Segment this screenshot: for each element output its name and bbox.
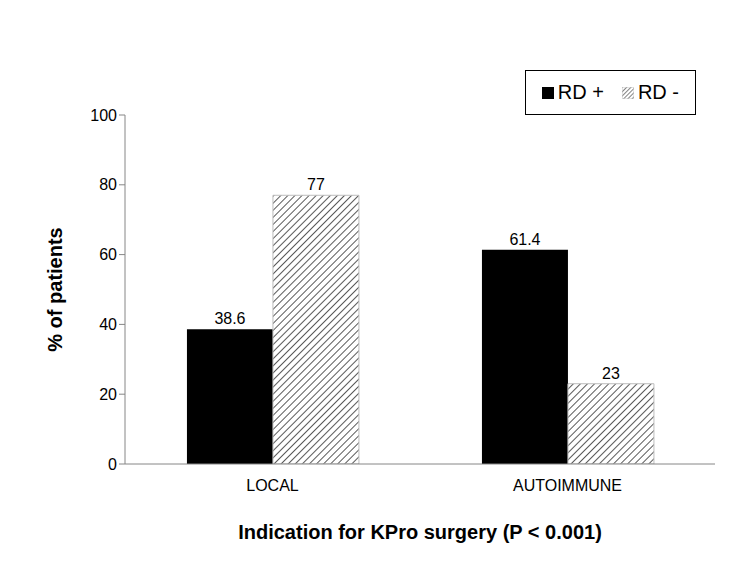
svg-text:20: 20 — [99, 386, 117, 403]
svg-text:AUTOIMMUNE: AUTOIMMUNE — [513, 477, 622, 494]
svg-text:LOCAL: LOCAL — [246, 477, 299, 494]
svg-text:60: 60 — [99, 246, 117, 263]
svg-text:0: 0 — [108, 456, 117, 473]
svg-text:Indication for KPro surgery (P: Indication for KPro surgery (P < 0.001) — [238, 521, 602, 543]
svg-text:40: 40 — [99, 316, 117, 333]
svg-text:% of patients: % of patients — [44, 227, 66, 351]
svg-text:61.4: 61.4 — [509, 231, 540, 248]
svg-text:80: 80 — [99, 176, 117, 193]
html-text:RD +: RD + — [557, 81, 604, 103]
html-text:RD -: RD - — [637, 81, 679, 103]
svg-text:23: 23 — [602, 365, 620, 382]
svg-text:77: 77 — [307, 176, 325, 193]
svg-text:38.6: 38.6 — [214, 310, 245, 327]
svg-text:100: 100 — [90, 107, 117, 124]
